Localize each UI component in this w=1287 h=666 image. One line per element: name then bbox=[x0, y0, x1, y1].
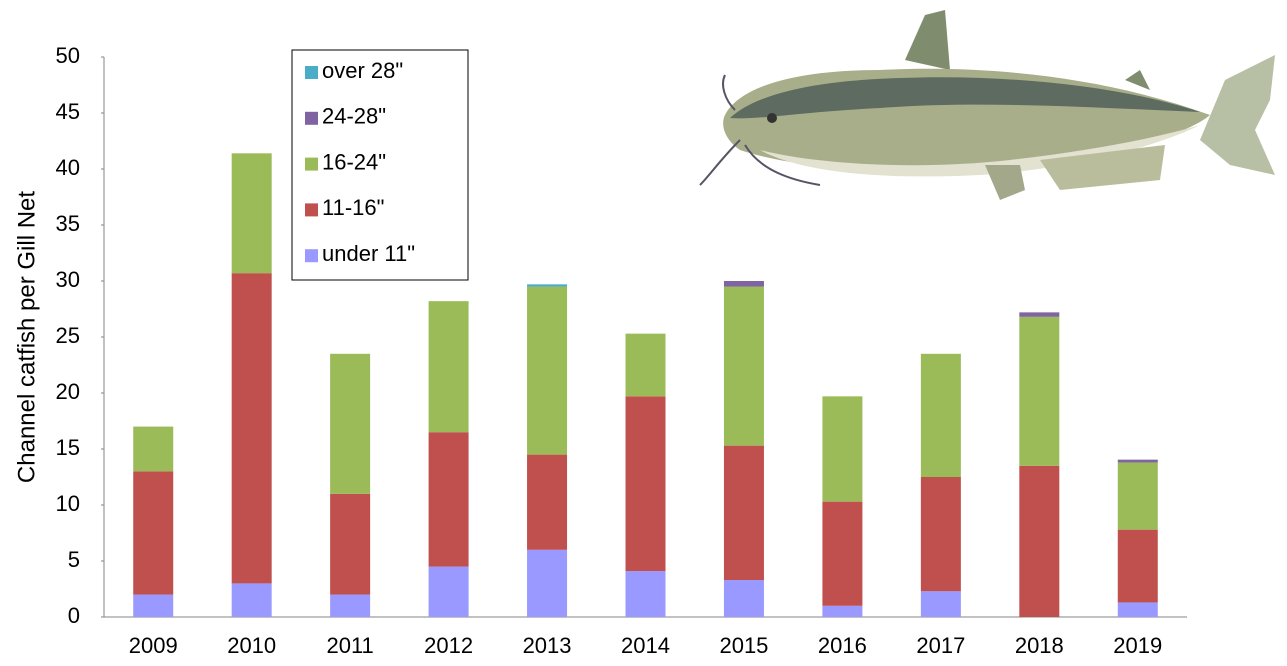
x-tick-label: 2010 bbox=[227, 633, 276, 658]
y-tick-label: 0 bbox=[68, 603, 80, 628]
bar-segment bbox=[626, 334, 666, 397]
y-tick-label: 10 bbox=[56, 491, 80, 516]
x-tick-label: 2013 bbox=[523, 633, 572, 658]
legend-label: 24-28" bbox=[322, 104, 386, 129]
y-tick-label: 15 bbox=[56, 435, 80, 460]
x-tick-label: 2011 bbox=[326, 633, 373, 658]
legend-label: 16-24" bbox=[322, 149, 386, 174]
x-tick-label: 2009 bbox=[129, 633, 178, 658]
bar-segment bbox=[1118, 462, 1158, 529]
bar-segment bbox=[822, 606, 862, 617]
bar-segment bbox=[527, 550, 567, 617]
bar-segment bbox=[724, 281, 764, 287]
y-tick-label: 45 bbox=[56, 99, 80, 124]
x-tick-label: 2017 bbox=[916, 633, 965, 658]
bar-segment bbox=[822, 502, 862, 606]
bar-segment bbox=[429, 301, 469, 432]
x-tick-label: 2012 bbox=[424, 633, 473, 658]
bar-segment bbox=[1118, 530, 1158, 603]
y-tick-label: 5 bbox=[68, 547, 80, 572]
bar-segment bbox=[724, 446, 764, 580]
bar-segment bbox=[921, 354, 961, 477]
legend-swatch bbox=[305, 249, 318, 262]
bar-segment bbox=[1019, 312, 1059, 316]
chart: Channel catfish per Gill Net 0 5 10 15 20 25 3… bbox=[0, 0, 1287, 666]
y-tick-label: 25 bbox=[56, 323, 80, 348]
bar-segment bbox=[232, 583, 272, 617]
bar-segment bbox=[724, 287, 764, 446]
bar-segment bbox=[921, 591, 961, 617]
bar-segment bbox=[626, 571, 666, 617]
legend-swatch bbox=[305, 66, 318, 79]
bar-segment bbox=[232, 273, 272, 583]
bar-segment bbox=[724, 580, 764, 617]
legend-label: 11-16" bbox=[322, 195, 384, 220]
bar-segment bbox=[330, 595, 370, 617]
legend-swatch bbox=[305, 158, 318, 171]
bar-segment bbox=[429, 432, 469, 566]
bar-segment bbox=[330, 494, 370, 595]
x-tick-label: 2015 bbox=[719, 633, 768, 658]
bar-segment bbox=[626, 396, 666, 571]
y-axis-label: Channel catfish per Gill Net bbox=[13, 191, 40, 483]
bar-segment bbox=[429, 567, 469, 617]
bar-segment bbox=[527, 287, 567, 455]
bar-segment bbox=[1019, 317, 1059, 466]
x-tick-label: 2014 bbox=[621, 633, 670, 658]
y-tick-label: 20 bbox=[56, 379, 80, 404]
bar-segment bbox=[133, 427, 173, 472]
legend-label: over 28" bbox=[322, 58, 403, 83]
bar-segment bbox=[1118, 602, 1158, 617]
x-tick-label: 2016 bbox=[818, 633, 867, 658]
y-tick-label: 40 bbox=[56, 155, 80, 180]
y-tick-label: 30 bbox=[56, 267, 80, 292]
bar-segment bbox=[527, 284, 567, 286]
legend-label: under 11" bbox=[322, 241, 415, 266]
y-tick-label: 35 bbox=[56, 211, 80, 236]
x-tick-label: 2019 bbox=[1113, 633, 1162, 658]
legend-swatch bbox=[305, 112, 318, 125]
bar-segment bbox=[133, 471, 173, 594]
bar-segment bbox=[330, 354, 370, 494]
bar-segment bbox=[232, 153, 272, 273]
x-tick-label: 2018 bbox=[1015, 633, 1064, 658]
bar-segment bbox=[1118, 460, 1158, 463]
legend-swatch bbox=[305, 203, 318, 216]
bar-segment bbox=[527, 455, 567, 550]
bar-segment bbox=[1019, 466, 1059, 617]
catfish-illustration bbox=[700, 10, 1275, 200]
bar-segment bbox=[133, 595, 173, 617]
bar-segment bbox=[921, 477, 961, 591]
y-tick-label: 50 bbox=[56, 43, 80, 68]
bar-segment bbox=[822, 396, 862, 501]
